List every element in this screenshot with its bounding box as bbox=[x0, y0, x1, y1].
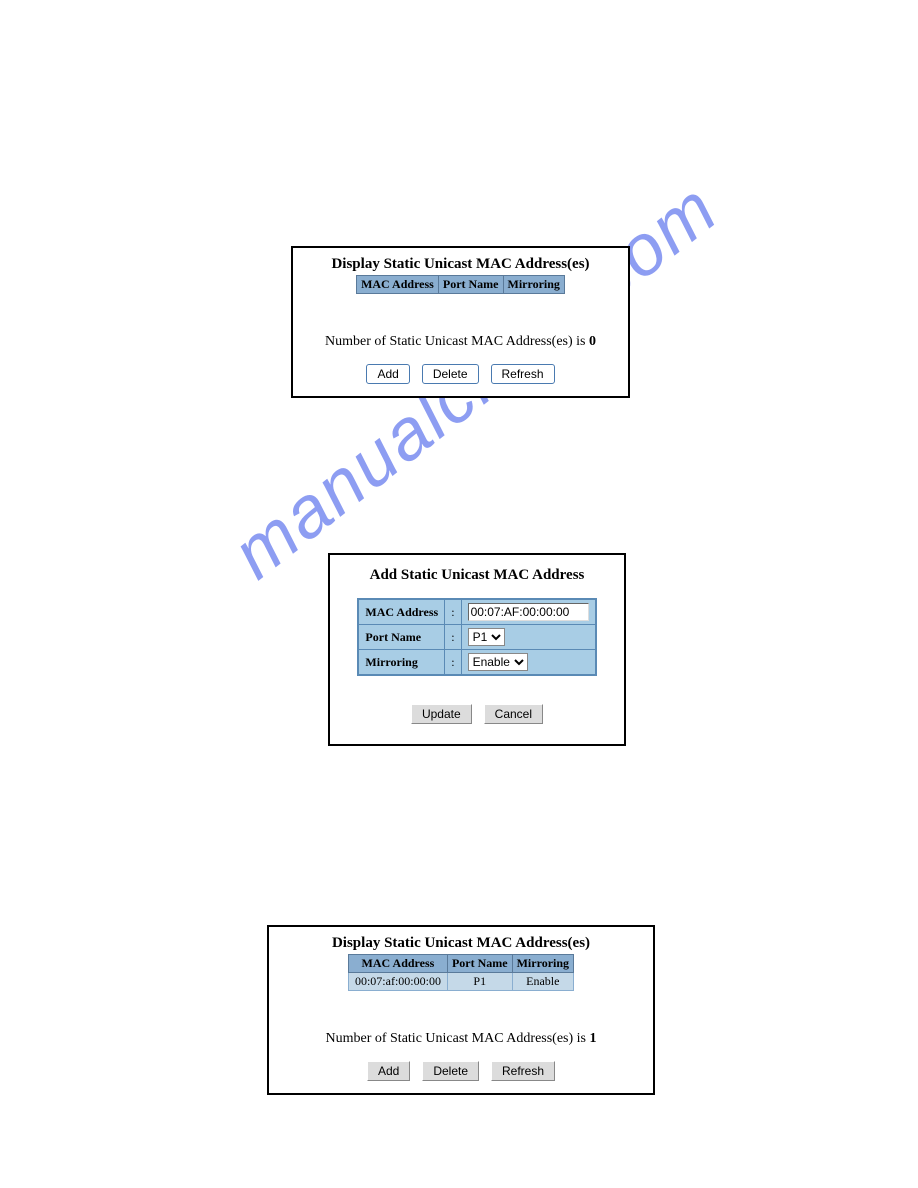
panel-title: Add Static Unicast MAC Address bbox=[330, 555, 624, 586]
table-row[interactable]: 00:07:af:00:00:00 P1 Enable bbox=[348, 973, 573, 991]
refresh-button[interactable]: Refresh bbox=[491, 364, 555, 384]
mac-label: MAC Address bbox=[358, 599, 444, 625]
add-form-table: MAC Address : Port Name : P1 Mirroring :… bbox=[357, 598, 596, 676]
cell-port: P1 bbox=[447, 973, 512, 991]
delete-button[interactable]: Delete bbox=[422, 1061, 479, 1081]
count-text: Number of Static Unicast MAC Address(es)… bbox=[269, 991, 653, 1051]
mac-table-empty: MAC Address Port Name Mirroring bbox=[356, 275, 565, 294]
cell-mac: 00:07:af:00:00:00 bbox=[348, 973, 447, 991]
display-panel-filled: Display Static Unicast MAC Address(es) M… bbox=[267, 925, 655, 1095]
port-select[interactable]: P1 bbox=[468, 628, 505, 646]
button-row: Update Cancel bbox=[330, 676, 624, 744]
port-label: Port Name bbox=[358, 625, 444, 650]
mac-input[interactable] bbox=[468, 603, 589, 621]
col-port: Port Name bbox=[447, 955, 512, 973]
cell-mirror: Enable bbox=[512, 973, 573, 991]
col-mirror: Mirroring bbox=[503, 276, 564, 294]
col-mac: MAC Address bbox=[348, 955, 447, 973]
button-row: Add Delete Refresh bbox=[269, 1051, 653, 1093]
col-mirror: Mirroring bbox=[512, 955, 573, 973]
display-panel-empty: Display Static Unicast MAC Address(es) M… bbox=[291, 246, 630, 398]
add-button[interactable]: Add bbox=[366, 364, 409, 384]
delete-button[interactable]: Delete bbox=[422, 364, 479, 384]
update-button[interactable]: Update bbox=[411, 704, 472, 724]
count-text: Number of Static Unicast MAC Address(es)… bbox=[293, 294, 628, 354]
mac-table-filled: MAC Address Port Name Mirroring 00:07:af… bbox=[348, 954, 574, 991]
add-button[interactable]: Add bbox=[367, 1061, 410, 1081]
add-panel: Add Static Unicast MAC Address MAC Addre… bbox=[328, 553, 626, 746]
mirror-select[interactable]: Enable bbox=[468, 653, 528, 671]
button-row: Add Delete Refresh bbox=[293, 354, 628, 396]
mirror-label: Mirroring bbox=[358, 650, 444, 676]
refresh-button[interactable]: Refresh bbox=[491, 1061, 555, 1081]
col-port: Port Name bbox=[438, 276, 503, 294]
panel-title: Display Static Unicast MAC Address(es) bbox=[293, 248, 628, 275]
col-mac: MAC Address bbox=[357, 276, 439, 294]
cancel-button[interactable]: Cancel bbox=[484, 704, 543, 724]
panel-title: Display Static Unicast MAC Address(es) bbox=[269, 927, 653, 954]
